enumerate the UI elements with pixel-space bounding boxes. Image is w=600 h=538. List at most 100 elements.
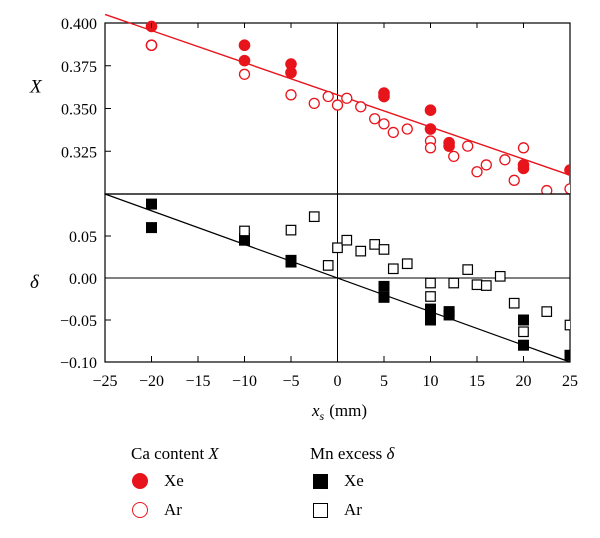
ar-mn-point [341, 234, 353, 246]
x-tick-label: −10 [232, 373, 257, 390]
x-tick-label: 20 [516, 373, 532, 390]
xe-mn-point [146, 198, 157, 210]
ar-mn-point [508, 297, 520, 309]
legend-item-ca-xe: Xe [132, 471, 184, 491]
ar-mn-point [541, 306, 553, 317]
ar-mn-point [471, 279, 483, 291]
xe-ca-point [424, 123, 437, 135]
bottom-y-axis: −0.10 −0.05 0.00 0.05 [60, 229, 111, 372]
x-axis-label: xs (mm) [311, 401, 367, 423]
bottom-panel: −0.10 −0.05 0.00 0.05 −25 −20 −15 −10 −5 0 5 10 15 2… [30, 23, 578, 423]
x-tick-label: 10 [423, 373, 439, 390]
xe-mn-point [518, 314, 529, 326]
ar-mn-point [480, 280, 492, 291]
ar-ca-point [448, 150, 460, 163]
bottom-y-tick-label: −0.05 [60, 313, 97, 330]
top-y-tick-label: 0.350 [61, 102, 97, 119]
filled-square-icon [313, 473, 328, 489]
ar-mn-point [448, 277, 460, 289]
ar-mn-point [369, 239, 381, 250]
bottom-fit-line [104, 193, 571, 363]
xe-mn-point [378, 280, 390, 292]
x-tick-label: 5 [380, 373, 388, 390]
legend-title-ca-symbol: X [208, 444, 219, 463]
ar-ca-point [308, 97, 320, 110]
ar-ca-point [378, 118, 390, 130]
bottom-data-points [146, 198, 570, 361]
bottom-y-tick-label: −0.10 [60, 355, 97, 372]
ar-ca-point [462, 140, 474, 152]
legend-item-mn-ar: Ar [313, 500, 362, 520]
top-y-tick-label: 0.400 [61, 16, 97, 33]
x-axis: −25 −20 −15 −10 −5 0 5 10 15 20 25 [92, 23, 578, 390]
x-tick-label: −25 [92, 373, 117, 390]
xe-mn-point [443, 309, 455, 321]
xe-mn-point [425, 303, 436, 315]
ar-ca-point [541, 184, 553, 194]
ar-mn-point [425, 291, 436, 302]
top-y-axis-label: X [29, 76, 43, 97]
ar-ca-point [341, 92, 353, 104]
ar-mn-point [462, 264, 474, 275]
ar-ca-point [355, 101, 367, 113]
ar-mn-point [425, 277, 436, 289]
xe-ca-point [443, 140, 455, 152]
x-tick-label: −15 [185, 373, 210, 390]
ar-ca-point [331, 99, 344, 111]
ar-mn-point [308, 211, 320, 223]
legend-title-ca-text: Ca content [131, 444, 205, 463]
ar-ca-point [145, 39, 158, 51]
ar-ca-point [508, 174, 520, 186]
ar-ca-point [285, 89, 297, 101]
top-y-axis: 0.325 0.350 0.375 0.400 [61, 16, 111, 161]
ar-ca-point [322, 90, 334, 103]
top-panel: 0.325 0.350 0.375 0.400 X [29, 13, 571, 195]
filled-circle-icon [132, 473, 148, 489]
x-axis-label-symbol: x [311, 401, 320, 420]
xe-ca-point [285, 66, 297, 79]
ar-mn-point [387, 263, 399, 275]
xe-mn-point [378, 291, 390, 303]
legend-title-mn-symbol: δ [386, 444, 395, 463]
legend-label-mn-ar: Ar [344, 500, 362, 519]
legend-title-ca: Ca content X [131, 444, 219, 464]
ar-mn-point [401, 258, 413, 270]
ar-mn-point [239, 225, 250, 237]
legend-label-ca-xe: Xe [164, 471, 184, 490]
ar-ca-point [564, 183, 570, 194]
ar-mn-point [332, 242, 343, 254]
legend-title-mn: Mn excess δ [310, 444, 394, 464]
bottom-y-tick-label: 0.05 [69, 229, 97, 246]
xe-mn-point [146, 222, 157, 234]
bottom-y-axis-label: δ [30, 272, 40, 293]
xe-ca-point [238, 54, 251, 67]
xe-mn-point [239, 234, 250, 246]
ar-mn-point [285, 224, 297, 236]
xe-ca-point [238, 39, 251, 52]
open-square-icon [313, 502, 328, 518]
xe-ca-point [285, 58, 297, 70]
legend-title-mn-text: Mn excess [310, 444, 383, 463]
legend-item-mn-xe: Xe [313, 471, 364, 491]
x-axis-label-unit: (mm) [329, 401, 367, 420]
xe-ca-point [564, 164, 570, 176]
ar-mn-point [564, 319, 570, 331]
xe-mn-point [564, 349, 570, 361]
ar-ca-point [401, 123, 413, 135]
legend-label-mn-xe: Xe [344, 471, 364, 490]
xe-ca-point [517, 162, 530, 175]
x-axis-label-subscript: s [320, 409, 325, 423]
xe-mn-point [425, 314, 436, 326]
top-y-tick-label: 0.375 [61, 59, 97, 76]
ar-mn-point [355, 245, 367, 257]
ar-ca-point [517, 142, 530, 154]
ar-ca-point [424, 142, 437, 154]
ar-mn-point [494, 270, 506, 282]
ar-ca-point [238, 68, 251, 80]
x-tick-label: 25 [562, 373, 578, 390]
ar-mn-point [322, 260, 334, 271]
xe-ca-point [424, 104, 437, 117]
ar-ca-point [499, 154, 511, 166]
x-tick-label: −5 [282, 373, 299, 390]
bottom-y-tick-label: 0.00 [69, 271, 97, 288]
